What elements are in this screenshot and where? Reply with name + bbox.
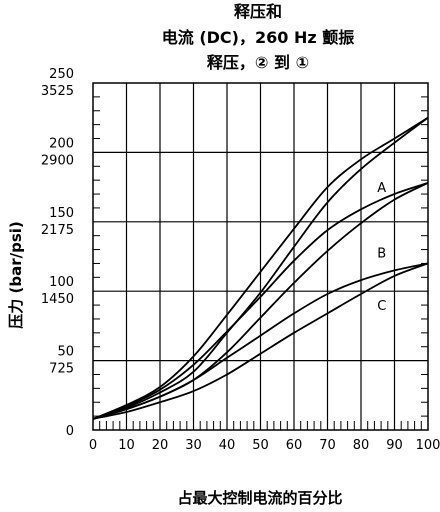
y-axis-title: 压力 (bar/psi)	[7, 221, 25, 328]
y-tick-label-psi: 1450	[41, 292, 74, 307]
x-tick-label: 70	[319, 438, 336, 453]
series-line-A-lower	[92, 116, 429, 420]
x-tick-label: 50	[252, 438, 269, 453]
x-tick-label: 10	[118, 438, 135, 453]
series-label-B: B	[377, 246, 386, 261]
chart-title: 释压和 电流 (DC)，260 Hz 颤振 释压，② 到 ①	[162, 2, 354, 72]
title-line-3: 释压，② 到 ①	[207, 53, 309, 72]
plot-frame	[92, 82, 429, 431]
series-C: C	[92, 262, 429, 420]
y-tick-label-psi: 725	[49, 362, 74, 377]
x-tick-label: 100	[416, 438, 440, 453]
x-tick-label: 0	[89, 438, 97, 453]
y-tick-labels: 250 3525 200 2900 150 2175 100 1450 50 725 0	[41, 67, 74, 439]
x-tick-label: 30	[185, 438, 202, 453]
x-tick-labels: 0 10 20 30 40 50 60 70 80 90 100	[89, 438, 440, 453]
x-tick-label: 40	[219, 438, 236, 453]
x-tick-label: 80	[353, 438, 370, 453]
y-tick-label-bar: 200	[49, 136, 74, 151]
y-tick-label-bar: 50	[57, 345, 74, 360]
series-line-C-upper	[92, 262, 429, 420]
series-label-A: A	[377, 181, 386, 196]
series-label-C: C	[377, 299, 386, 314]
x-tick-label: 90	[386, 438, 403, 453]
x-tick-label: 60	[286, 438, 303, 453]
y-tick-label-psi: 3525	[41, 84, 74, 99]
series-line-A-upper	[92, 116, 429, 420]
y-tick-label-bar: 250	[49, 67, 74, 82]
y-tick-label-bar: 0	[66, 424, 74, 439]
title-line-1: 释压和	[234, 2, 282, 21]
y-tick-label-bar: 100	[49, 275, 74, 290]
y-tick-label-psi: 2175	[41, 223, 74, 238]
x-axis-title: 占最大控制电流的百分比	[177, 489, 342, 507]
y-tick-label-bar: 150	[49, 206, 74, 221]
series-layer: A B C	[92, 116, 429, 420]
x-tick-label: 20	[152, 438, 169, 453]
series-line-C-lower	[92, 262, 429, 420]
series-line-B-upper	[92, 182, 429, 420]
series-A: A	[92, 116, 429, 420]
minor-ticks	[93, 96, 428, 430]
title-line-2: 电流 (DC)，260 Hz 颤振	[162, 28, 354, 47]
y-tick-label-psi: 2900	[41, 153, 74, 168]
